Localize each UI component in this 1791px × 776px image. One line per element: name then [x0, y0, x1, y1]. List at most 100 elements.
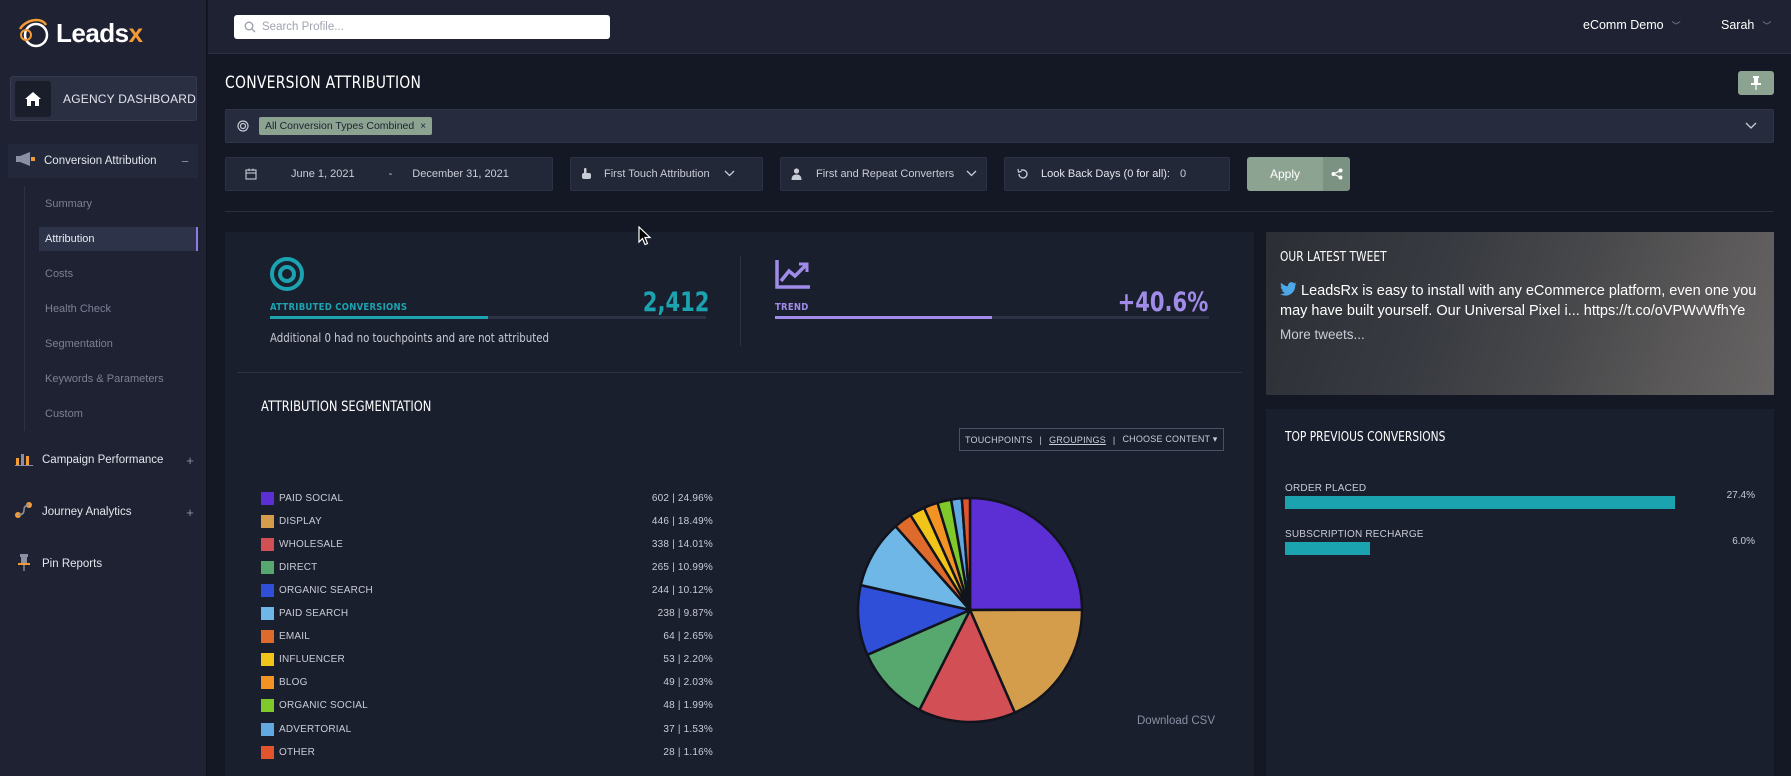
target-icon [237, 120, 249, 132]
attribution-panel: ATTRIBUTED CONVERSIONS 2,412 Additional … [225, 232, 1254, 776]
logo-x: x [128, 17, 143, 48]
pin-icon [1751, 76, 1761, 90]
tab-touchpoints[interactable]: TOUCHPOINTS [965, 434, 1033, 445]
pie-slice[interactable] [960, 496, 972, 612]
segmentation-title: ATTRIBUTION SEGMENTATION [261, 399, 432, 415]
legend-item[interactable]: ADVERTORIAL 37 | 1.53% [261, 722, 713, 736]
agency-dashboard-button[interactable]: AGENCY DASHBOARD [10, 76, 197, 121]
legend-value: 244 | 10.12% [651, 584, 713, 596]
nav-campaign-performance[interactable]: Campaign Performance + [14, 449, 197, 471]
lookback-value[interactable]: 0 [1180, 168, 1187, 180]
share-icon [1331, 168, 1342, 180]
apply-button[interactable]: Apply [1247, 157, 1323, 191]
attribution-model-value: First Touch Attribution [604, 168, 710, 180]
pie-slice[interactable] [866, 608, 972, 712]
search-icon [244, 21, 256, 33]
collapse-icon[interactable]: − [181, 153, 189, 169]
converter-type-select[interactable]: First and Repeat Converters [780, 157, 987, 191]
legend-swatch [261, 537, 274, 551]
user-dropdown[interactable]: Sarah ﹀ [1721, 18, 1771, 32]
choose-content-dropdown[interactable]: CHOOSE CONTENT ▾ [1122, 434, 1218, 444]
nav-pin-reports[interactable]: Pin Reports [14, 553, 197, 575]
bar-chart-icon [14, 450, 34, 471]
attribution-model-select[interactable]: First Touch Attribution [570, 157, 763, 191]
share-button[interactable] [1323, 157, 1350, 191]
legend-value: 28 | 1.16% [663, 746, 713, 758]
legend-item[interactable]: ORGANIC SOCIAL 48 | 1.99% [261, 699, 713, 713]
user-name: Sarah [1721, 18, 1755, 32]
legend-swatch [261, 699, 274, 713]
end-date[interactable]: December 31, 2021 [412, 168, 509, 180]
legend-label: WHOLESALE [279, 538, 344, 550]
subnav-custom[interactable]: Custom [45, 407, 83, 420]
account-dropdown[interactable]: eComm Demo ﹀ [1583, 18, 1681, 32]
legend-item[interactable]: ORGANIC SEARCH 244 | 10.12% [261, 583, 713, 597]
trend-label: TREND [775, 302, 809, 313]
subnav-costs[interactable]: Costs [45, 267, 74, 280]
legend-item[interactable]: WHOLESALE 338 | 14.01% [261, 537, 713, 551]
legend-label: ORGANIC SEARCH [279, 584, 373, 596]
date-separator: - [388, 168, 393, 180]
home-icon [15, 80, 51, 117]
legend-swatch [261, 491, 274, 505]
legend-item[interactable]: OTHER 28 | 1.16% [261, 745, 713, 759]
chip-remove-icon[interactable]: × [420, 120, 427, 132]
chevron-down-icon[interactable] [1745, 117, 1757, 135]
subnav-health-check[interactable]: Health Check [45, 302, 112, 315]
subnav-summary[interactable]: Summary [45, 197, 93, 210]
legend-item[interactable]: EMAIL 64 | 2.65% [261, 630, 713, 644]
pie-slice[interactable] [968, 496, 1084, 612]
legend-label: INFLUENCER [279, 654, 345, 666]
nav-conversion-attribution[interactable]: Conversion Attribution − [8, 144, 198, 178]
previous-item-label: ORDER PLACED [1285, 483, 1367, 494]
legend-label: DIRECT [279, 561, 318, 573]
start-date[interactable]: June 1, 2021 [291, 168, 355, 180]
legend-swatch [261, 583, 274, 597]
lookback-label: Look Back Days (0 for all): [1041, 168, 1170, 180]
tab-groupings[interactable]: GROUPINGS [1049, 434, 1106, 445]
date-range-picker[interactable]: June 1, 2021 - December 31, 2021 [225, 157, 553, 191]
search-input[interactable] [262, 21, 592, 33]
nav-journey-analytics[interactable]: Journey Analytics + [14, 501, 197, 523]
section-divider [237, 372, 1242, 373]
expand-icon[interactable]: + [186, 504, 194, 520]
conversion-type-filter[interactable]: All Conversion Types Combined × [225, 109, 1774, 143]
search-box[interactable] [234, 15, 610, 39]
chevron-down-icon [724, 168, 735, 180]
target-icon [270, 257, 304, 291]
hand-pointer-icon [582, 168, 591, 179]
legend-item[interactable]: BLOG 49 | 2.03% [261, 676, 713, 690]
previous-item-pct: 6.0% [1732, 536, 1755, 547]
previous-conversions-title: TOP PREVIOUS CONVERSIONS [1285, 430, 1446, 445]
legend-swatch [261, 722, 274, 736]
account-name: eComm Demo [1583, 18, 1664, 32]
nav-label: Pin Reports [42, 558, 103, 570]
subnav-attribution[interactable]: Attribution [39, 227, 198, 251]
converter-type-value: First and Repeat Converters [816, 168, 955, 180]
nav-label: Journey Analytics [42, 506, 132, 518]
legend-item[interactable]: PAID SEARCH 238 | 9.87% [261, 607, 713, 621]
attributed-progress-track [270, 316, 706, 319]
pie-slice[interactable] [856, 583, 972, 657]
attributed-conversions-label: ATTRIBUTED CONVERSIONS [270, 302, 408, 313]
legend-item[interactable]: PAID SOCIAL 602 | 24.96% [261, 491, 713, 505]
tweet-body[interactable]: LeadsRx is easy to install with any eCom… [1280, 281, 1760, 321]
top-previous-conversions-panel: TOP PREVIOUS CONVERSIONS ORDER PLACED 27… [1266, 409, 1774, 776]
leadsrx-logo[interactable]: Leadsx [16, 16, 143, 50]
subnav-keywords-parameters[interactable]: Keywords & Parameters [45, 372, 164, 385]
pin-report-button[interactable] [1738, 71, 1774, 95]
legend-swatch [261, 630, 274, 644]
twitter-icon [1280, 282, 1297, 296]
more-tweets-link[interactable]: More tweets... [1280, 327, 1365, 342]
expand-icon[interactable]: + [186, 452, 194, 468]
filter-chip[interactable]: All Conversion Types Combined × [259, 117, 433, 135]
subnav-segmentation[interactable]: Segmentation [45, 337, 113, 350]
legend-item[interactable]: DIRECT 265 | 10.99% [261, 560, 713, 574]
pie-slice[interactable] [918, 608, 1017, 724]
filter-chip-label: All Conversion Types Combined [265, 120, 415, 132]
legend-item[interactable]: INFLUENCER 53 | 2.20% [261, 653, 713, 667]
legend-item[interactable]: DISPLAY 446 | 18.49% [261, 514, 713, 528]
lookback-days-field[interactable]: Look Back Days (0 for all): 0 [1004, 157, 1230, 191]
pie-slice[interactable] [968, 608, 1084, 714]
download-csv-link[interactable]: Download CSV [1137, 715, 1215, 727]
